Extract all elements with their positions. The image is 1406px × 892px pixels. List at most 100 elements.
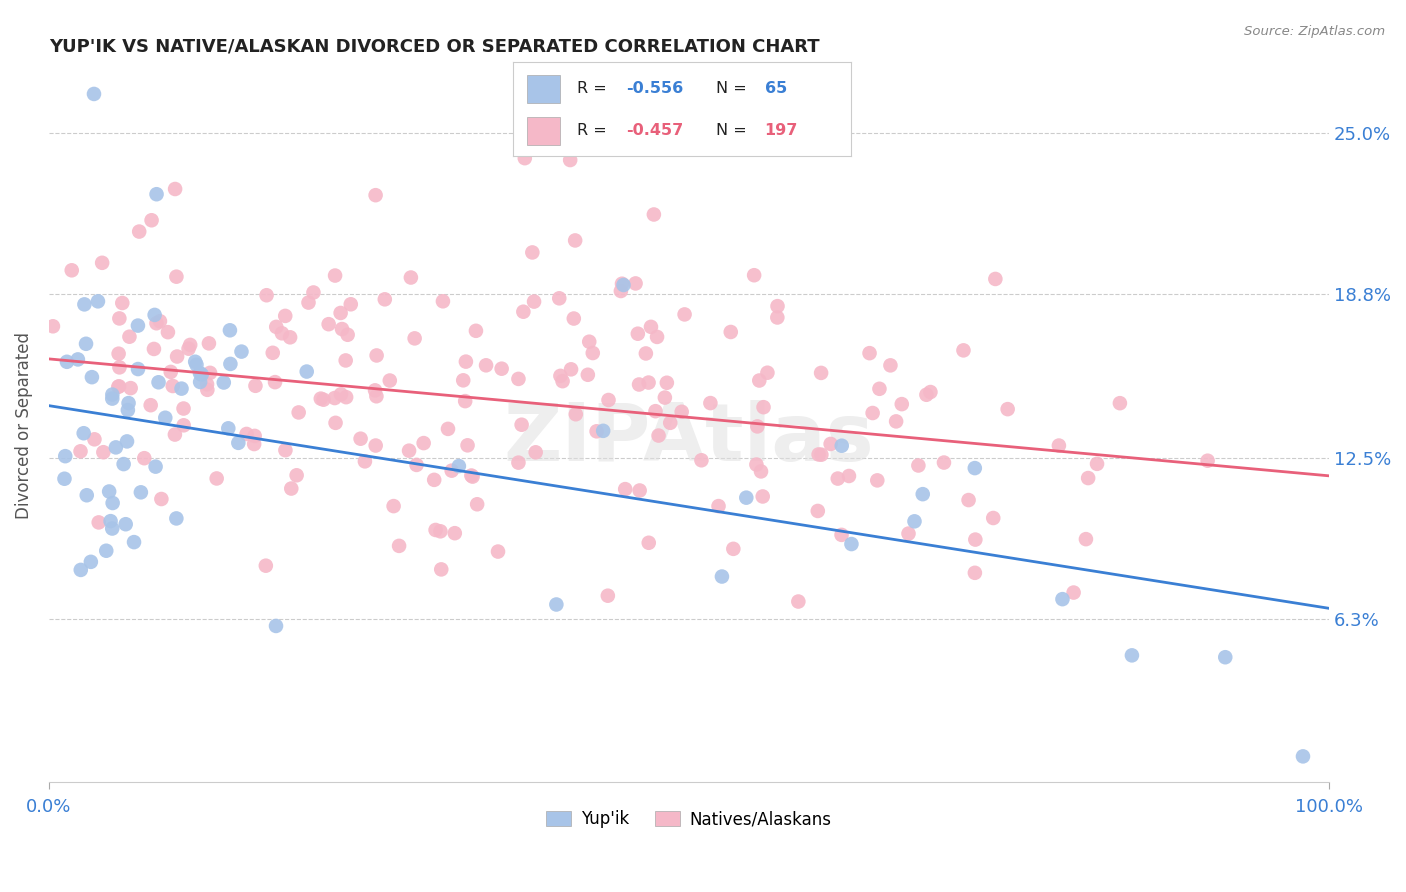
Point	[170, 382, 193, 396]
Point	[655, 376, 678, 390]
Point	[108, 311, 131, 326]
Point	[866, 474, 889, 488]
Point	[173, 401, 195, 416]
Point	[366, 389, 388, 403]
Point	[451, 373, 474, 387]
Point	[1074, 532, 1097, 546]
Point	[285, 468, 308, 483]
Point	[523, 294, 546, 309]
Point	[335, 390, 357, 404]
Point	[53, 472, 76, 486]
Point	[188, 366, 211, 380]
Point	[486, 544, 509, 558]
Point	[981, 511, 1004, 525]
Point	[831, 439, 853, 453]
Point	[309, 392, 332, 406]
Text: N =: N =	[716, 81, 752, 96]
Point	[475, 359, 498, 373]
Point	[73, 426, 96, 441]
Point	[101, 522, 124, 536]
Point	[80, 370, 103, 384]
Point	[562, 311, 585, 326]
Point	[129, 485, 152, 500]
Point	[60, 263, 83, 277]
Point	[624, 277, 647, 291]
Point	[465, 497, 488, 511]
Point	[920, 385, 942, 400]
Point	[596, 589, 619, 603]
Point	[117, 396, 139, 410]
Point	[107, 347, 129, 361]
Point	[952, 343, 974, 358]
Point	[117, 403, 139, 417]
Point	[190, 368, 212, 382]
Point	[810, 366, 832, 380]
Point	[195, 377, 218, 392]
Point	[127, 362, 149, 376]
Point	[565, 407, 588, 421]
Point	[274, 443, 297, 458]
Point	[585, 425, 607, 439]
Point	[907, 458, 929, 473]
Point	[838, 469, 860, 483]
Point	[297, 295, 319, 310]
Point	[512, 304, 534, 318]
Text: R =: R =	[578, 81, 612, 96]
Point	[76, 488, 98, 502]
Point	[551, 374, 574, 388]
Point	[127, 318, 149, 333]
Point	[634, 346, 657, 360]
Point	[165, 511, 187, 525]
Point	[735, 491, 758, 505]
Point	[963, 566, 986, 580]
Point	[890, 397, 912, 411]
Point	[627, 326, 650, 341]
Point	[330, 387, 353, 401]
Point	[491, 361, 513, 376]
Point	[295, 365, 318, 379]
Point	[104, 441, 127, 455]
Point	[364, 384, 387, 398]
Point	[997, 402, 1019, 417]
Point	[640, 319, 662, 334]
Point	[429, 524, 451, 539]
Point	[318, 317, 340, 331]
Legend: Yup'ik, Natives/Alaskans: Yup'ik, Natives/Alaskans	[540, 804, 838, 835]
Point	[807, 447, 830, 461]
Point	[1292, 749, 1315, 764]
Point	[184, 355, 207, 369]
Point	[101, 496, 124, 510]
Point	[404, 331, 426, 345]
Point	[510, 417, 533, 432]
Point	[723, 541, 745, 556]
Point	[911, 487, 934, 501]
Point	[399, 270, 422, 285]
Point	[766, 310, 789, 325]
Point	[195, 383, 218, 397]
Point	[460, 468, 482, 483]
Point	[637, 376, 659, 390]
Point	[115, 434, 138, 449]
Point	[513, 151, 536, 165]
Point	[751, 490, 773, 504]
Point	[374, 293, 396, 307]
Point	[122, 535, 145, 549]
Point	[145, 187, 167, 202]
Text: 197: 197	[765, 123, 799, 138]
Point	[150, 491, 173, 506]
Point	[155, 410, 177, 425]
Point	[219, 323, 242, 337]
Point	[820, 437, 842, 451]
Point	[254, 558, 277, 573]
Point	[841, 537, 863, 551]
Point	[659, 416, 682, 430]
Text: -0.556: -0.556	[626, 81, 683, 96]
Point	[128, 225, 150, 239]
Point	[612, 278, 634, 293]
Point	[454, 394, 477, 409]
Point	[96, 543, 118, 558]
Point	[647, 428, 669, 442]
Point	[673, 307, 696, 321]
Point	[454, 354, 477, 368]
Point	[69, 444, 91, 458]
